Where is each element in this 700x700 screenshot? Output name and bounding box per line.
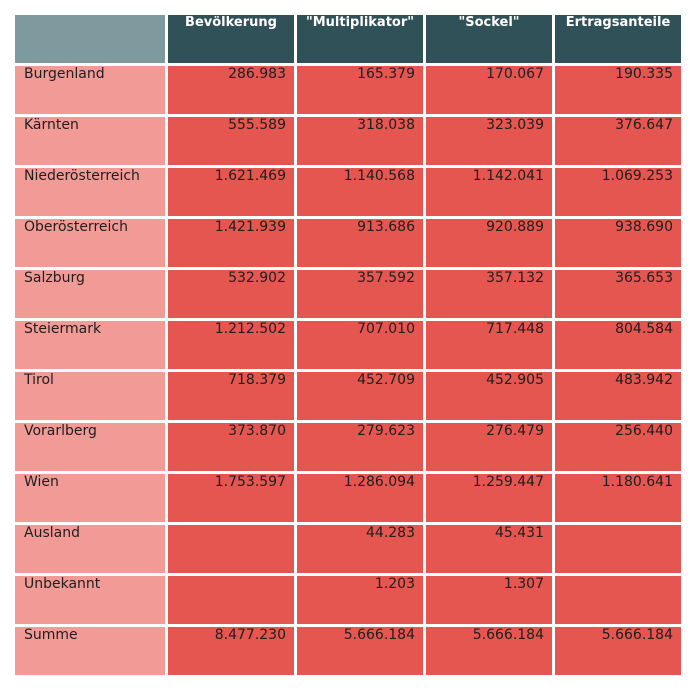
- value-cell: 1.621.469: [168, 168, 294, 216]
- table-body: Burgenland 286.983 165.379 170.067 190.335 Kä…: [15, 66, 681, 675]
- value-cell: 804.584: [555, 321, 681, 369]
- table-row: Kärnten 555.589 318.038 323.039 376.647: [15, 117, 681, 165]
- table-row: Vorarlberg 373.870 279.623 276.479 256.440: [15, 423, 681, 471]
- row-label-cell: Summe: [15, 627, 165, 675]
- table-header: Bevölkerung "Multiplikator" "Sockel" Ert…: [15, 15, 681, 63]
- value-cell: 365.653: [555, 270, 681, 318]
- table-row: Oberösterreich 1.421.939 913.686 920.889 938…: [15, 219, 681, 267]
- value-cell: 279.623: [297, 423, 423, 471]
- header-corner-cell: [15, 15, 165, 63]
- table-row: Salzburg 532.902 357.592 357.132 365.653: [15, 270, 681, 318]
- value-cell: 373.870: [168, 423, 294, 471]
- value-cell: [555, 576, 681, 624]
- value-cell: 1.142.041: [426, 168, 552, 216]
- value-cell: 1.307: [426, 576, 552, 624]
- value-cell: 357.132: [426, 270, 552, 318]
- value-cell: 452.709: [297, 372, 423, 420]
- row-label-cell: Ausland: [15, 525, 165, 573]
- row-label-cell: Burgenland: [15, 66, 165, 114]
- value-cell: 1.140.568: [297, 168, 423, 216]
- table-row: Niederösterreich 1.621.469 1.140.568 1.142.…: [15, 168, 681, 216]
- value-cell: 913.686: [297, 219, 423, 267]
- column-header-bevoelkerung: Bevölkerung: [168, 15, 294, 63]
- table-row: Steiermark 1.212.502 707.010 717.448 804.584: [15, 321, 681, 369]
- value-cell: 1.421.939: [168, 219, 294, 267]
- value-cell: 357.592: [297, 270, 423, 318]
- value-cell: 717.448: [426, 321, 552, 369]
- value-cell: 323.039: [426, 117, 552, 165]
- value-cell: 44.283: [297, 525, 423, 573]
- column-header-ertragsanteile: Ertragsanteile: [555, 15, 681, 63]
- row-label-cell: Steiermark: [15, 321, 165, 369]
- value-cell: 483.942: [555, 372, 681, 420]
- value-cell: 1.180.641: [555, 474, 681, 522]
- table-row: Ausland 44.283 45.431: [15, 525, 681, 573]
- value-cell: 5.666.184: [297, 627, 423, 675]
- value-cell: 1.203: [297, 576, 423, 624]
- value-cell: 170.067: [426, 66, 552, 114]
- value-cell: 45.431: [426, 525, 552, 573]
- value-cell: 5.666.184: [555, 627, 681, 675]
- value-cell: [555, 525, 681, 573]
- value-cell: [168, 576, 294, 624]
- value-cell: 318.038: [297, 117, 423, 165]
- table-row: Tirol 718.379 452.709 452.905 483.942: [15, 372, 681, 420]
- value-cell: 452.905: [426, 372, 552, 420]
- row-label-cell: Oberösterreich: [15, 219, 165, 267]
- row-label-cell: Niederösterreich: [15, 168, 165, 216]
- value-cell: 8.477.230: [168, 627, 294, 675]
- value-cell: 555.589: [168, 117, 294, 165]
- table-row: Burgenland 286.983 165.379 170.067 190.335: [15, 66, 681, 114]
- row-label-cell: Wien: [15, 474, 165, 522]
- value-cell: 938.690: [555, 219, 681, 267]
- value-cell: 376.647: [555, 117, 681, 165]
- value-cell: 1.069.253: [555, 168, 681, 216]
- column-header-multiplikator: "Multiplikator": [297, 15, 423, 63]
- value-cell: 718.379: [168, 372, 294, 420]
- value-cell: 5.666.184: [426, 627, 552, 675]
- table-row: Wien 1.753.597 1.286.094 1.259.447 1.180.641: [15, 474, 681, 522]
- value-cell: 1.753.597: [168, 474, 294, 522]
- value-cell: 1.259.447: [426, 474, 552, 522]
- value-cell: 165.379: [297, 66, 423, 114]
- value-cell: 256.440: [555, 423, 681, 471]
- header-row: Bevölkerung "Multiplikator" "Sockel" Ert…: [15, 15, 681, 63]
- value-cell: [168, 525, 294, 573]
- value-cell: 707.010: [297, 321, 423, 369]
- data-table: Bevölkerung "Multiplikator" "Sockel" Ert…: [12, 12, 684, 678]
- row-label-cell: Vorarlberg: [15, 423, 165, 471]
- table-row: Unbekannt 1.203 1.307: [15, 576, 681, 624]
- row-label-cell: Tirol: [15, 372, 165, 420]
- value-cell: 1.212.502: [168, 321, 294, 369]
- value-cell: 532.902: [168, 270, 294, 318]
- table-row: Summe 8.477.230 5.666.184 5.666.184 5.666.18…: [15, 627, 681, 675]
- value-cell: 920.889: [426, 219, 552, 267]
- value-cell: 276.479: [426, 423, 552, 471]
- value-cell: 286.983: [168, 66, 294, 114]
- row-label-cell: Salzburg: [15, 270, 165, 318]
- value-cell: 1.286.094: [297, 474, 423, 522]
- value-cell: 190.335: [555, 66, 681, 114]
- row-label-cell: Unbekannt: [15, 576, 165, 624]
- column-header-sockel: "Sockel": [426, 15, 552, 63]
- row-label-cell: Kärnten: [15, 117, 165, 165]
